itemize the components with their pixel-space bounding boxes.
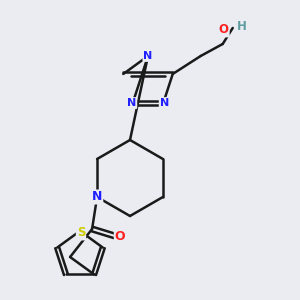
Text: O: O: [219, 23, 229, 37]
Text: N: N: [160, 98, 169, 108]
Text: H: H: [237, 20, 247, 34]
Text: N: N: [143, 51, 153, 61]
Text: S: S: [77, 226, 85, 239]
Text: O: O: [115, 230, 125, 244]
Text: N: N: [92, 190, 102, 203]
Text: N: N: [127, 98, 136, 108]
